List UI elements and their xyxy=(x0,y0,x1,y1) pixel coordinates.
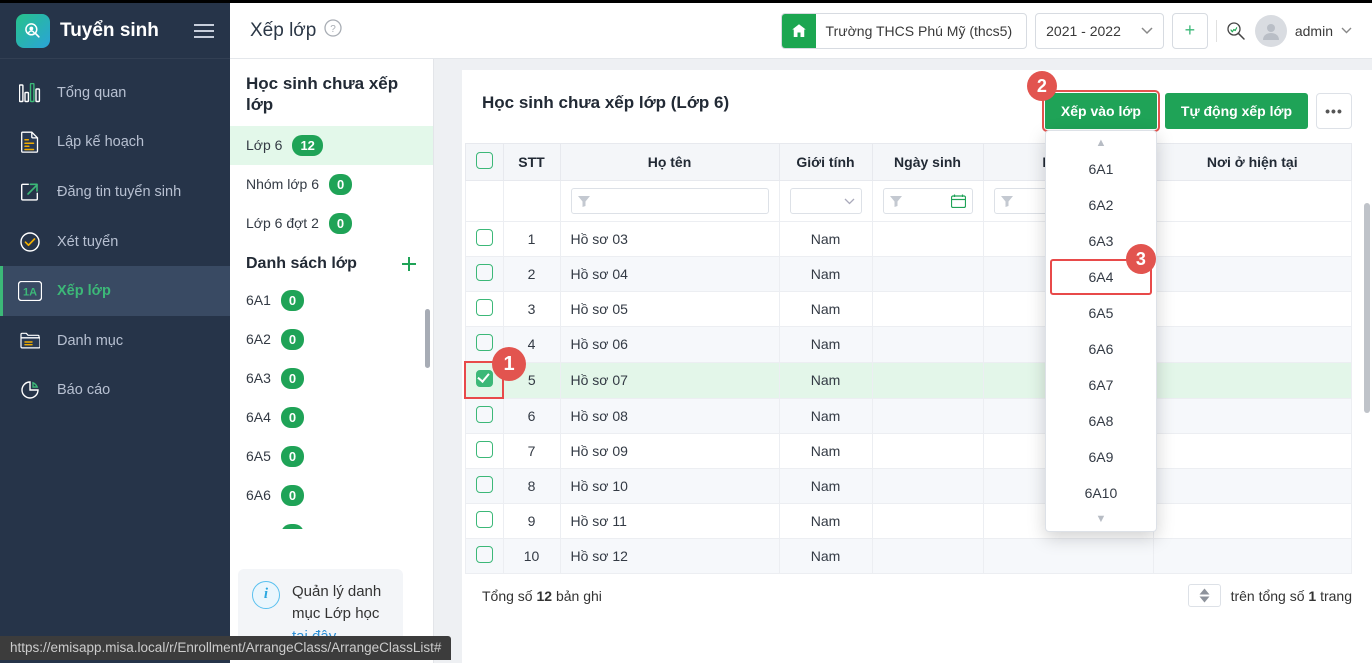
svg-text:?: ? xyxy=(331,24,337,35)
svg-text:1A: 1A xyxy=(23,287,37,299)
